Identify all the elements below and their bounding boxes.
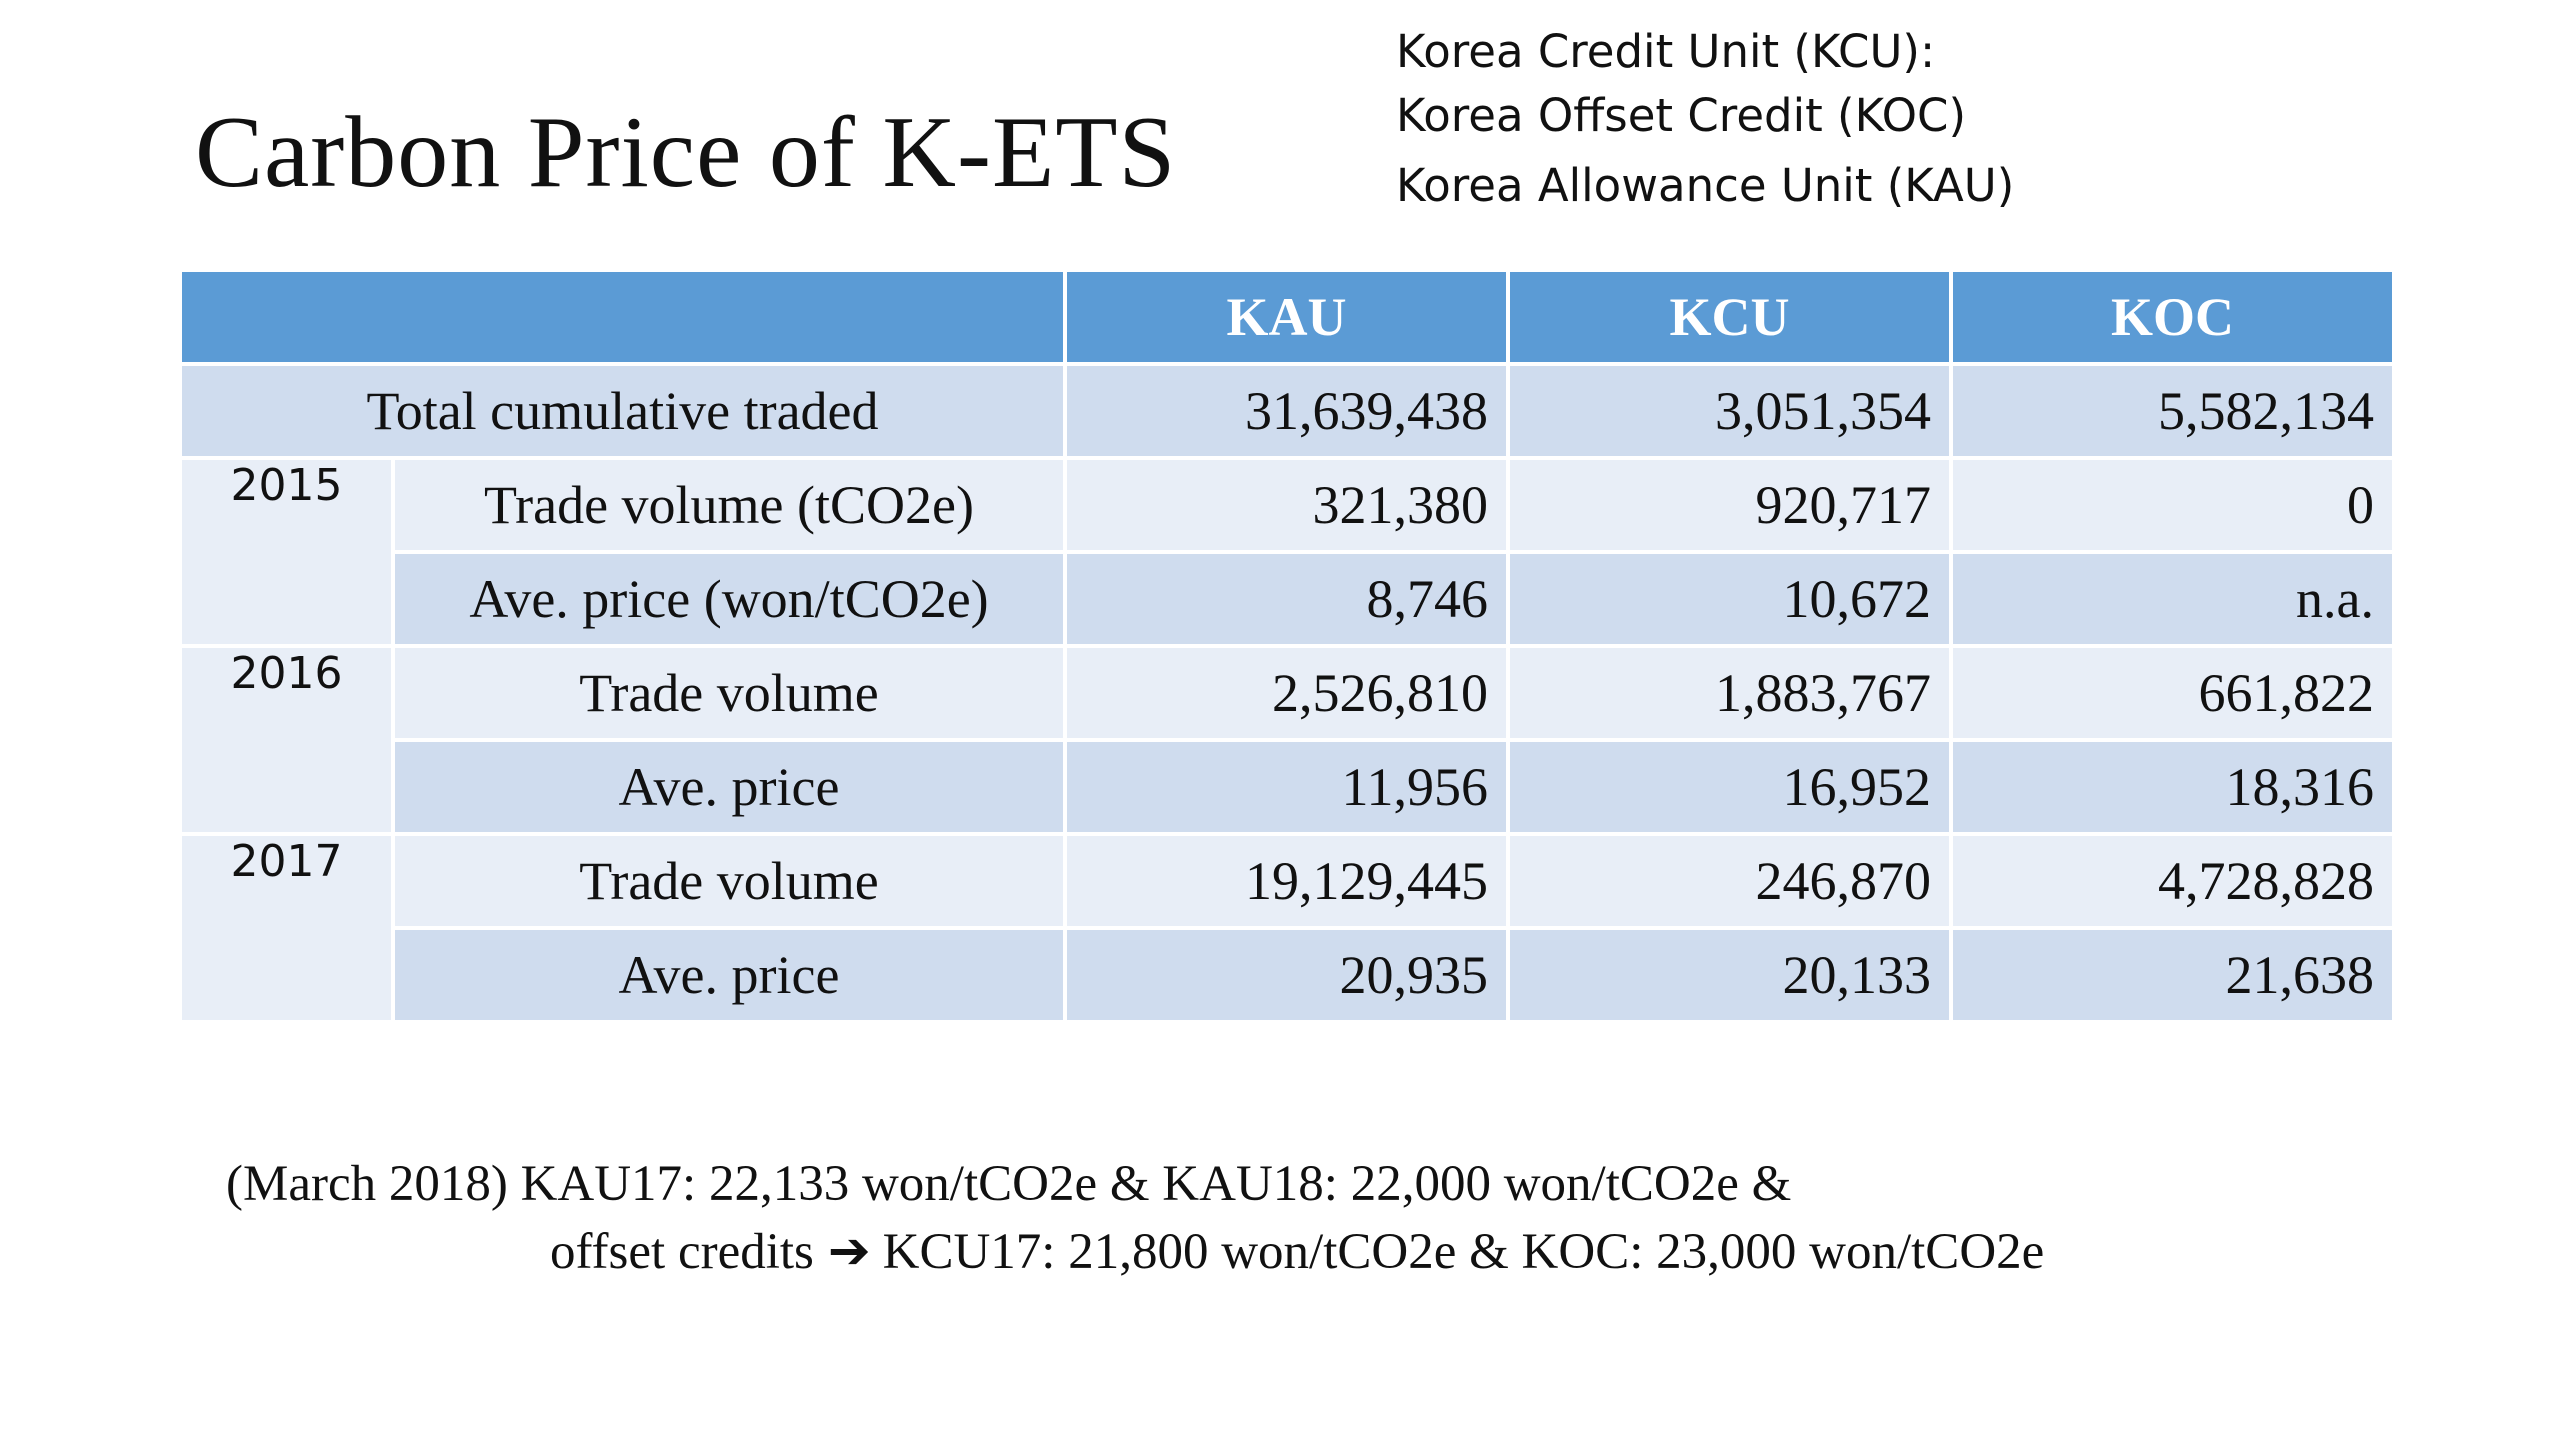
cell-koc: 5,582,134 [1949,362,2396,460]
cell-kau: 321,380 [1063,456,1510,554]
legend-item-koc: Korea Offset Credit (KOC) [1396,89,1967,142]
cell-koc: 4,728,828 [1949,832,2396,930]
legend-item-kau: Korea Allowance Unit (KAU) [1396,159,2015,212]
cell-kcu: 16,952 [1506,738,1953,836]
note-line-2-end: KCU17: 21,800 won/tCO2e & KOC: 23,000 wo… [882,1224,2045,1280]
header-koc: KOC [1949,268,2396,366]
row-label: Ave. price [391,926,1067,1024]
row-label: Total cumulative traded [178,362,1067,460]
table-row: Ave. price 11,956 16,952 18,316 [180,738,2396,836]
legend-item-kcu: Korea Credit Unit (KCU): [1396,25,1936,78]
cell-kcu: 10,672 [1506,550,1953,648]
unit-legend: Korea Credit Unit (KCU): Korea Offset Cr… [1396,20,2014,218]
note-line-2-start: offset credits [550,1224,814,1280]
cell-kcu: 20,133 [1506,926,1953,1024]
carbon-price-table: KAU KCU KOC Total cumulative traded 31,6… [178,268,2396,1024]
cell-kau: 31,639,438 [1063,362,1510,460]
year-label: 2015 [178,456,395,648]
row-label: Trade volume [391,832,1067,930]
year-label: 2017 [178,832,395,1024]
cell-kcu: 246,870 [1506,832,1953,930]
year-label: 2016 [178,644,395,836]
header-kau: KAU [1063,268,1510,366]
note-line-1: (March 2018) KAU17: 22,133 won/tCO2e & K… [226,1156,1792,1212]
header-empty [178,268,1067,366]
cell-koc: 21,638 [1949,926,2396,1024]
table-row: 2016 Trade volume 2,526,810 1,883,767 66… [178,644,2396,836]
row-label: Ave. price [391,738,1067,836]
price-note: (March 2018) KAU17: 22,133 won/tCO2e & K… [226,1150,2044,1286]
cell-kcu: 3,051,354 [1506,362,1953,460]
cell-kau: 2,526,810 [1063,644,1510,742]
right-arrow-icon: ➔ [827,1222,871,1281]
table-header-row: KAU KCU KOC [178,268,2396,366]
page-title: Carbon Price of K-ETS [195,96,1177,209]
cell-koc: 0 [1949,456,2396,554]
table-row: 2017 Trade volume 19,129,445 246,870 4,7… [178,832,2396,1024]
cell-kau: 8,746 [1063,550,1510,648]
note-line-2: offset credits ➔ KCU17: 21,800 won/tCO2e &… [226,1218,2044,1286]
table-row: Ave. price (won/tCO2e) 8,746 10,672 n.a. [180,550,2396,648]
header-kcu: KCU [1506,268,1953,366]
cell-kcu: 920,717 [1506,456,1953,554]
cell-koc: 18,316 [1949,738,2396,836]
row-label: Trade volume (tCO2e) [391,456,1067,554]
table-row-total: Total cumulative traded 31,639,438 3,051… [178,362,2396,460]
cell-kcu: 1,883,767 [1506,644,1953,742]
cell-koc: n.a. [1949,550,2396,648]
cell-koc: 661,822 [1949,644,2396,742]
cell-kau: 20,935 [1063,926,1510,1024]
cell-kau: 11,956 [1063,738,1510,836]
table-row: Ave. price 20,935 20,133 21,638 [180,926,2396,1024]
row-label: Ave. price (won/tCO2e) [391,550,1067,648]
table-row: 2015 Trade volume (tCO2e) 321,380 920,71… [178,456,2396,648]
cell-kau: 19,129,445 [1063,832,1510,930]
row-label: Trade volume [391,644,1067,742]
